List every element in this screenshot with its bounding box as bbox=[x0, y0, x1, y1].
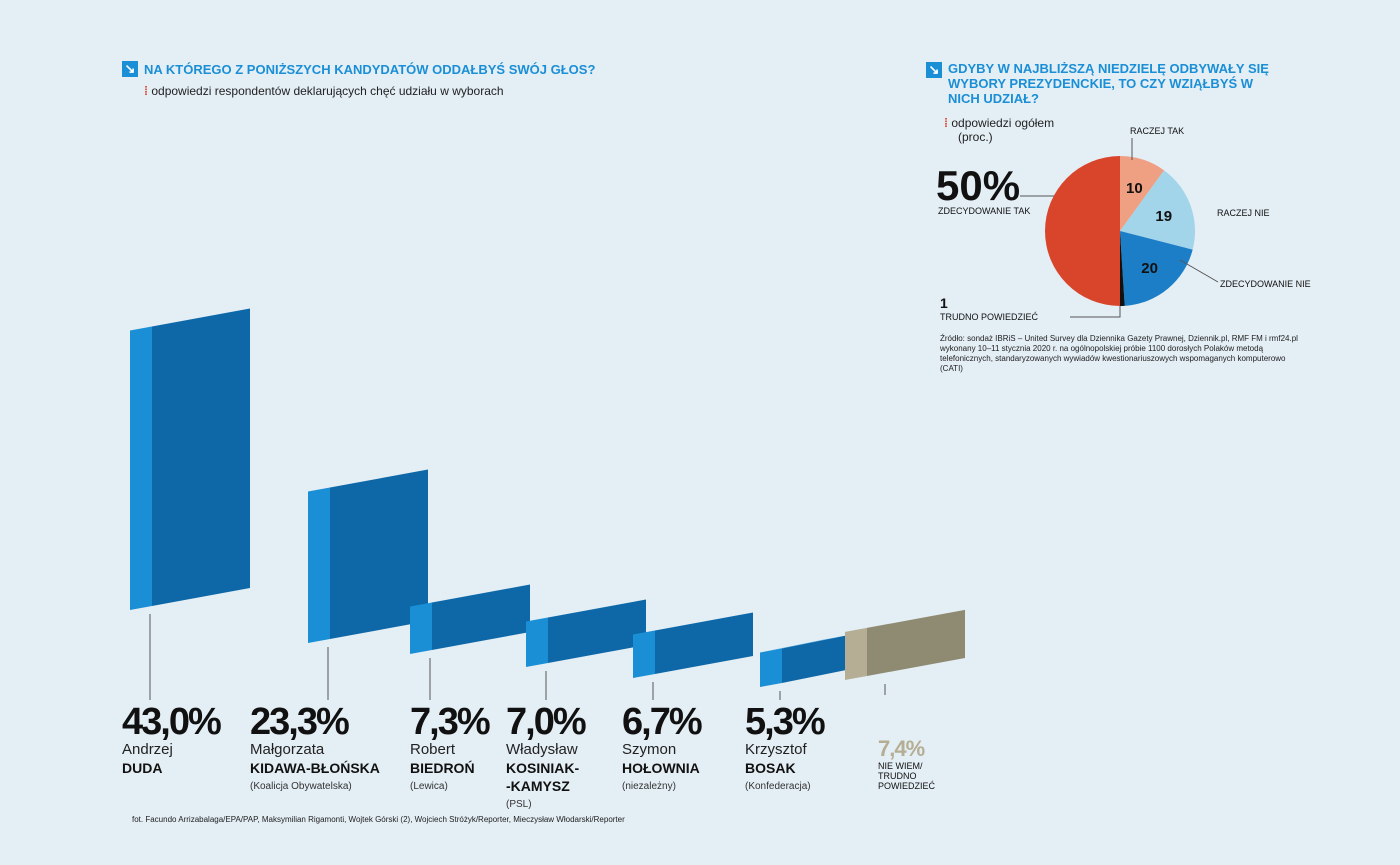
bar-side bbox=[526, 617, 548, 667]
bar-chart-title: NA KTÓREGO Z PONIŻSZYCH KANDYDATÓW ODDAŁ… bbox=[144, 62, 596, 77]
value-label: 6,7% bbox=[622, 701, 703, 743]
bar-top bbox=[760, 635, 845, 653]
value-label: 7,0% bbox=[506, 701, 587, 743]
arrow-icon: ↘ bbox=[926, 62, 942, 78]
first-name: Władysław bbox=[506, 741, 578, 758]
value-label: 43,0% bbox=[122, 701, 222, 743]
pie-chart-title: GDYBY W NAJBLIŻSZĄ NIEDZIELĘ ODBYWAŁY SI… bbox=[948, 61, 1269, 106]
bar-side bbox=[633, 630, 655, 678]
slice-value: 19 bbox=[1155, 208, 1172, 225]
bar-label-6: 5,3% Krzysztof BOSAK (Konfederacja) bbox=[745, 701, 826, 792]
bar-7 bbox=[845, 609, 965, 695]
bar-top bbox=[526, 599, 646, 622]
bar-4 bbox=[526, 599, 646, 700]
bar-1 bbox=[130, 308, 250, 700]
bar-side bbox=[308, 487, 330, 643]
value-trudno: 1 bbox=[940, 295, 948, 311]
first-name: Robert bbox=[410, 741, 456, 758]
first-name: Szymon bbox=[622, 741, 677, 758]
party: (Lewica) bbox=[410, 781, 448, 792]
bar-top bbox=[410, 584, 530, 607]
leader-line bbox=[1070, 306, 1121, 318]
label-zdecydowanie-tak: ZDECYDOWANIE TAK bbox=[938, 206, 1030, 216]
source-note: Źródło: sondaż IBRiS – United Survey dla… bbox=[940, 334, 1298, 373]
bar-side bbox=[760, 648, 782, 687]
value-zdecydowanie-tak: 50% bbox=[936, 162, 1020, 209]
dots-icon: ⁞ bbox=[944, 116, 952, 130]
bar-5 bbox=[633, 612, 753, 700]
pie-slice-4 bbox=[1120, 231, 1125, 306]
last-name: DUDA bbox=[122, 760, 163, 776]
photo-credit: fot. Facundo Arrizabalaga/EPA/PAP, Maksy… bbox=[132, 815, 625, 824]
party: (PSL) bbox=[506, 799, 532, 810]
bar-label-7: 7,4% NIE WIEM/ TRUDNO POWIEDZIEĆ bbox=[878, 736, 948, 792]
first-name: Małgorzata bbox=[250, 741, 325, 758]
bar-chart-subtitle: ⁞ odpowiedzi respondentów deklarujących … bbox=[144, 84, 504, 98]
pie-subtitle: ⁞ odpowiedzi ogółem (proc.) bbox=[944, 116, 1054, 144]
bar-front bbox=[432, 584, 530, 650]
first-name: Krzysztof bbox=[745, 741, 807, 758]
bar-side bbox=[410, 602, 432, 654]
label-trudno-powiedziec: TRUDNO POWIEDZIEĆ bbox=[940, 312, 1038, 322]
party: (Konfederacja) bbox=[745, 781, 811, 792]
label-zdecydowanie-nie: ZDECYDOWANIE NIE bbox=[1220, 279, 1311, 289]
bar-top bbox=[633, 612, 753, 635]
last-name: HOŁOWNIA bbox=[622, 760, 700, 776]
leader-line bbox=[1179, 259, 1219, 283]
bar-front bbox=[152, 308, 250, 606]
pie-slice-5 bbox=[1045, 156, 1120, 306]
value-label: 5,3% bbox=[745, 701, 826, 743]
label-raczej-tak: RACZEJ TAK bbox=[1130, 126, 1184, 136]
bar-top bbox=[308, 469, 428, 492]
bar-front bbox=[548, 599, 646, 663]
last-name: KIDAWA-BŁOŃSKA bbox=[250, 760, 380, 776]
bar-label-3: 7,3% Robert BIEDROŃ (Lewica) bbox=[410, 701, 491, 792]
pie-slice-1 bbox=[1120, 156, 1165, 231]
first-name: Andrzej bbox=[122, 741, 173, 758]
dots-icon: ⁞ bbox=[144, 84, 152, 98]
bar-front bbox=[867, 609, 965, 676]
arrow-icon: ↘ bbox=[122, 61, 138, 77]
last-name: BIEDROŃ bbox=[410, 760, 475, 776]
party: (niezależny) bbox=[622, 781, 676, 792]
bar-label-4: 7,0% Władysław KOSINIAK- -KAMYSZ (PSL) bbox=[506, 701, 587, 810]
bar-2 bbox=[308, 469, 428, 700]
pie-slice-3 bbox=[1120, 231, 1193, 306]
bar-label-2: 23,3% Małgorzata KIDAWA-BŁOŃSKA (Koalicja O… bbox=[250, 703, 380, 792]
subtitle-text: odpowiedzi respondentów deklarujących ch… bbox=[151, 84, 504, 98]
bar-label-1: 43,0% Andrzej DUDA bbox=[122, 701, 222, 781]
bar-front bbox=[782, 635, 845, 683]
value-label: 7,3% bbox=[410, 701, 491, 743]
bar-side bbox=[845, 627, 867, 680]
bar-chart bbox=[130, 308, 965, 700]
label-raczej-nie: RACZEJ NIE bbox=[1217, 208, 1270, 218]
unit-text: (proc.) bbox=[958, 130, 993, 144]
pie-slice-2 bbox=[1120, 170, 1195, 250]
undecided-label: NIE WIEM/ TRUDNO POWIEDZIEĆ bbox=[878, 761, 936, 791]
last-name: KOSINIAK- -KAMYSZ bbox=[506, 760, 580, 794]
slice-value: 20 bbox=[1141, 260, 1158, 277]
bar-side bbox=[130, 326, 152, 610]
value-label: 23,3% bbox=[250, 701, 350, 743]
value-label: 7,4% bbox=[878, 736, 925, 761]
bar-top bbox=[845, 609, 965, 632]
last-name: BOSAK bbox=[745, 760, 796, 776]
bar-front bbox=[330, 469, 428, 639]
bar-front bbox=[655, 612, 753, 674]
slice-value: 10 bbox=[1126, 180, 1143, 197]
subtitle-text: odpowiedzi ogółem bbox=[951, 116, 1055, 130]
bar-label-5: 6,7% Szymon HOŁOWNIA (niezależny) bbox=[622, 701, 703, 792]
bar-top bbox=[130, 308, 250, 331]
bar-3 bbox=[410, 584, 530, 700]
pie-chart: 10 19 20 RACZEJ TAK RACZEJ NIE ZDECYDOWANIE N… bbox=[936, 126, 1311, 322]
party: (Koalicja Obywatelska) bbox=[250, 781, 352, 792]
bar-6 bbox=[760, 635, 845, 700]
